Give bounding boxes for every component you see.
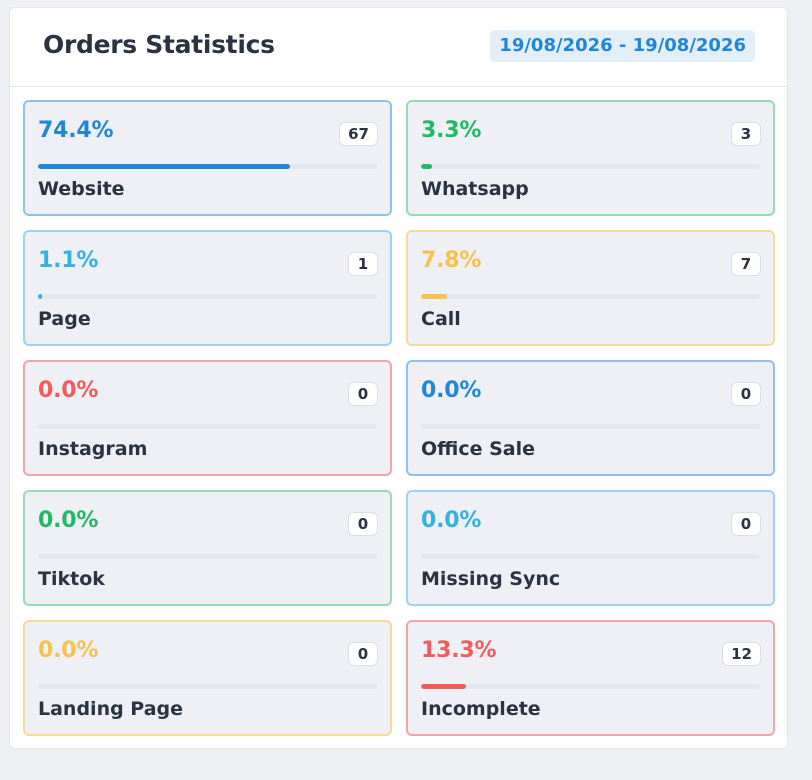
source-card-office-sale[interactable]: 0.0% 0 Office Sale [406, 360, 775, 476]
source-count-badge: 1 [348, 252, 378, 276]
source-label: Missing Sync [421, 568, 561, 590]
panel-header: Orders Statistics 19/08/2026 - 19/08/202… [10, 8, 787, 87]
source-percent: 0.0% [38, 638, 99, 663]
source-card-landing-page[interactable]: 0.0% 0 Landing Page [23, 620, 392, 736]
source-count-badge: 3 [731, 122, 761, 146]
source-card-page[interactable]: 1.1% 1 Page [23, 230, 392, 346]
source-progress-fill [38, 294, 42, 299]
source-percent: 0.0% [38, 508, 99, 533]
source-progress-fill [38, 164, 291, 169]
source-progress-bar [38, 554, 377, 559]
source-percent: 3.3% [421, 118, 482, 143]
source-percent: 0.0% [421, 378, 482, 403]
source-count-badge: 0 [348, 512, 378, 536]
source-count-badge: 12 [722, 642, 761, 666]
source-count-badge: 0 [348, 642, 378, 666]
source-card-whatsapp[interactable]: 3.3% 3 Whatsapp [406, 100, 775, 216]
source-label: Office Sale [421, 438, 536, 460]
source-label: Page [38, 308, 91, 330]
source-count-badge: 7 [731, 252, 761, 276]
source-label: Tiktok [38, 568, 105, 590]
source-percent: 1.1% [38, 248, 99, 273]
source-progress-bar [38, 294, 377, 299]
source-percent: 0.0% [421, 508, 482, 533]
source-card-call[interactable]: 7.8% 7 Call [406, 230, 775, 346]
source-label: Instagram [38, 438, 148, 460]
source-card-missing-sync[interactable]: 0.0% 0 Missing Sync [406, 490, 775, 606]
source-progress-bar [421, 554, 760, 559]
source-progress-bar [421, 164, 760, 169]
source-card-tiktok[interactable]: 0.0% 0 Tiktok [23, 490, 392, 606]
source-label: Incomplete [421, 698, 541, 720]
source-progress-bar [421, 424, 760, 429]
source-progress-bar [38, 424, 377, 429]
source-progress-bar [38, 164, 377, 169]
source-count-badge: 67 [339, 122, 378, 146]
source-label: Whatsapp [421, 178, 529, 200]
order-source-grid: 74.4% 67 Website 3.3% 3 Whatsapp 1.1% 1 … [23, 100, 776, 736]
source-progress-bar [421, 684, 760, 689]
source-progress-bar [38, 684, 377, 689]
orders-statistics-panel: Orders Statistics 19/08/2026 - 19/08/202… [9, 7, 788, 749]
source-card-instagram[interactable]: 0.0% 0 Instagram [23, 360, 392, 476]
source-percent: 7.8% [421, 248, 482, 273]
panel-title: Orders Statistics [43, 30, 275, 59]
source-card-incomplete[interactable]: 13.3% 12 Incomplete [406, 620, 775, 736]
source-progress-fill [421, 164, 433, 169]
source-label: Website [38, 178, 125, 200]
source-count-badge: 0 [348, 382, 378, 406]
source-label: Landing Page [38, 698, 184, 720]
source-percent: 0.0% [38, 378, 99, 403]
source-progress-fill [421, 684, 467, 689]
source-progress-bar [421, 294, 760, 299]
source-percent: 13.3% [421, 638, 497, 663]
source-percent: 74.4% [38, 118, 114, 143]
source-count-badge: 0 [731, 512, 761, 536]
source-card-website[interactable]: 74.4% 67 Website [23, 100, 392, 216]
source-progress-fill [421, 294, 448, 299]
source-count-badge: 0 [731, 382, 761, 406]
date-range-badge[interactable]: 19/08/2026 - 19/08/2026 [490, 30, 755, 62]
source-label: Call [421, 308, 461, 330]
